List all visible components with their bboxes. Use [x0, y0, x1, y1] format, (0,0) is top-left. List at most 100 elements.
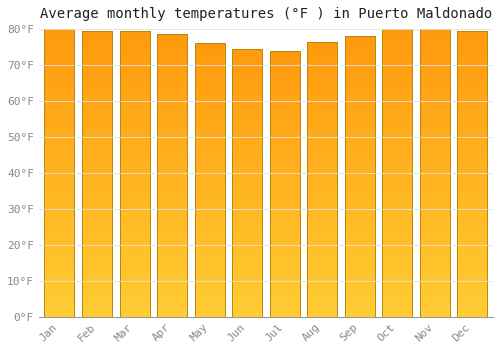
Bar [82, 227, 112, 228]
Bar [232, 180, 262, 182]
Bar [82, 42, 112, 44]
Bar [458, 194, 488, 195]
Bar [382, 153, 412, 154]
Bar [157, 204, 187, 205]
Bar [382, 288, 412, 289]
Bar [82, 58, 112, 60]
Bar [458, 281, 488, 282]
Bar [270, 76, 300, 77]
Bar [345, 66, 375, 67]
Bar [157, 308, 187, 310]
Bar [232, 235, 262, 236]
Bar [120, 265, 150, 267]
Bar [420, 219, 450, 220]
Bar [194, 60, 224, 61]
Bar [82, 267, 112, 268]
Bar [382, 35, 412, 36]
Bar [420, 30, 450, 32]
Bar [157, 63, 187, 64]
Bar [307, 167, 338, 168]
Bar [44, 302, 74, 304]
Bar [420, 41, 450, 42]
Bar [307, 80, 338, 82]
Bar [44, 81, 74, 82]
Bar [345, 141, 375, 143]
Bar [44, 242, 74, 244]
Bar [194, 58, 224, 60]
Bar [82, 82, 112, 84]
Bar [157, 71, 187, 72]
Bar [157, 67, 187, 68]
Bar [307, 198, 338, 200]
Bar [232, 204, 262, 205]
Bar [382, 159, 412, 160]
Bar [345, 227, 375, 229]
Bar [270, 122, 300, 124]
Bar [157, 199, 187, 201]
Bar [270, 140, 300, 141]
Bar [82, 284, 112, 285]
Bar [82, 300, 112, 301]
Bar [270, 298, 300, 300]
Bar [194, 82, 224, 83]
Bar [270, 245, 300, 246]
Bar [345, 230, 375, 231]
Bar [270, 72, 300, 73]
Bar [458, 79, 488, 81]
Bar [82, 45, 112, 47]
Bar [44, 154, 74, 156]
Bar [420, 212, 450, 213]
Bar [382, 29, 412, 30]
Bar [420, 79, 450, 81]
Bar [232, 76, 262, 77]
Bar [82, 66, 112, 68]
Bar [120, 210, 150, 211]
Bar [194, 288, 224, 289]
Bar [270, 289, 300, 290]
Bar [82, 250, 112, 251]
Bar [458, 294, 488, 295]
Bar [194, 108, 224, 109]
Bar [345, 219, 375, 220]
Bar [157, 280, 187, 281]
Bar [307, 189, 338, 190]
Bar [44, 212, 74, 213]
Bar [82, 225, 112, 227]
Bar [82, 188, 112, 190]
Bar [82, 194, 112, 195]
Bar [120, 235, 150, 237]
Bar [44, 135, 74, 137]
Bar [458, 119, 488, 121]
Bar [458, 98, 488, 99]
Bar [157, 225, 187, 226]
Bar [458, 57, 488, 58]
Bar [345, 56, 375, 57]
Bar [44, 193, 74, 195]
Bar [458, 111, 488, 112]
Bar [232, 129, 262, 131]
Bar [458, 287, 488, 288]
Bar [120, 58, 150, 60]
Bar [82, 55, 112, 57]
Bar [157, 232, 187, 233]
Bar [420, 179, 450, 180]
Bar [82, 185, 112, 187]
Bar [232, 200, 262, 202]
Bar [420, 236, 450, 238]
Bar [82, 313, 112, 314]
Bar [382, 182, 412, 183]
Bar [307, 186, 338, 188]
Bar [458, 142, 488, 144]
Bar [345, 268, 375, 269]
Bar [345, 216, 375, 217]
Bar [194, 309, 224, 310]
Bar [82, 138, 112, 140]
Bar [157, 135, 187, 136]
Bar [345, 76, 375, 77]
Bar [345, 202, 375, 203]
Bar [82, 111, 112, 112]
Bar [44, 82, 74, 84]
Bar [44, 229, 74, 231]
Bar [232, 231, 262, 232]
Bar [458, 201, 488, 202]
